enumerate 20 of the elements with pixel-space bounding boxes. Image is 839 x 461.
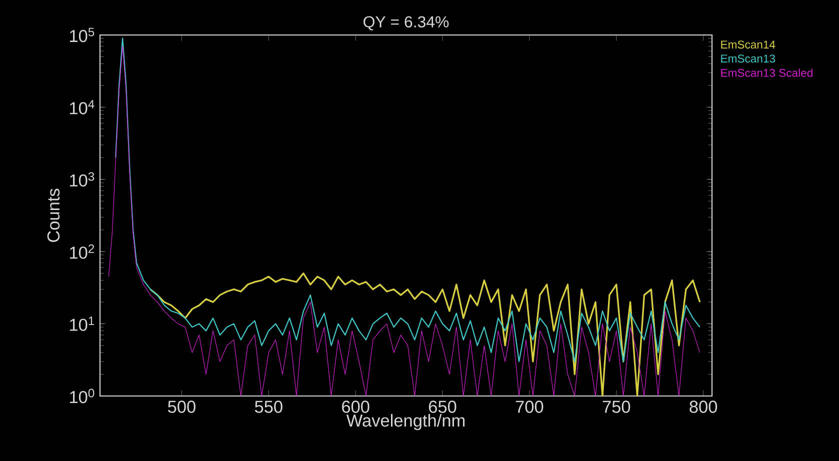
chart-title: QY = 6.34% xyxy=(364,16,449,30)
x-tick-label: 500 xyxy=(168,400,196,413)
x-tick-label: 750 xyxy=(602,400,630,413)
y-tick-label: 10$^{2}$ xyxy=(70,244,94,259)
x-tick-label: 650 xyxy=(428,400,456,413)
y-tick-label: 10$^{5}$ xyxy=(70,28,94,42)
y-tick-label: 10$^{3}$ xyxy=(70,172,94,187)
y-tick-label: 10$^{0}$ xyxy=(70,388,94,404)
line-series xyxy=(150,272,701,396)
x-tick-label: 700 xyxy=(516,400,544,413)
y-axis-title: Counts xyxy=(47,188,60,242)
x-tick-label: 600 xyxy=(342,400,370,413)
x-tick-label: 800 xyxy=(690,400,718,413)
text: EmScan14 xyxy=(721,40,776,49)
y-tick-label: 10$^{1}$ xyxy=(70,316,94,331)
text: EmScan13 Scaled xyxy=(721,68,812,77)
x-tick-label: 550 xyxy=(254,400,282,413)
text: EmScan13 xyxy=(721,54,776,63)
x-axis-title: Wavelength/nm xyxy=(346,414,465,430)
y-tick-label: 10$^{4}$ xyxy=(70,100,94,114)
